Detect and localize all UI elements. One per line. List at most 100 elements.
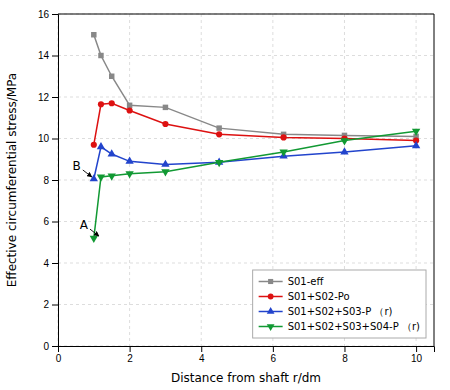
- tick-mark: [130, 346, 131, 352]
- tick-mark: [52, 180, 58, 181]
- point: [281, 134, 287, 140]
- legend-label: S01-eff: [288, 276, 325, 287]
- legend-item: S01+S02-Po: [259, 291, 350, 302]
- tick-mark: [416, 346, 417, 352]
- legend-label: S01+S02+S03+S04-P （r): [288, 321, 420, 332]
- grid-line: [58, 263, 434, 264]
- point: [340, 138, 348, 145]
- tick-mark: [52, 222, 58, 223]
- tick-label: 4: [43, 258, 49, 269]
- tick-label: 4: [199, 353, 205, 364]
- tick-mark: [52, 263, 58, 264]
- legend-label: S01+S02-Po: [288, 291, 350, 302]
- tick-label: 6: [271, 353, 277, 364]
- point: [98, 53, 103, 58]
- tick-label: 10: [38, 133, 50, 144]
- annotation-arrow: [83, 170, 92, 177]
- point: [279, 150, 287, 157]
- grid-line: [58, 55, 434, 56]
- annotation-arrow: [90, 229, 99, 236]
- annotation: B: [73, 159, 81, 173]
- point: [91, 142, 97, 148]
- tick-mark: [201, 346, 202, 352]
- marks: [90, 32, 421, 243]
- tick: 6: [271, 346, 277, 364]
- point: [108, 173, 116, 180]
- tick-label: 0: [56, 353, 62, 364]
- tick-mark: [52, 56, 58, 57]
- tick: 14: [38, 50, 58, 61]
- annotation: A: [80, 218, 89, 232]
- tick: 2: [127, 346, 133, 364]
- series-line: [94, 146, 416, 179]
- tick-label: 6: [43, 216, 49, 227]
- point: [125, 157, 133, 164]
- frame: [434, 14, 435, 346]
- tick-mark: [344, 346, 345, 352]
- y-axis: 0 2 4 6 8 10 12 14 16: [38, 9, 59, 352]
- axis-line: [52, 15, 59, 347]
- point: [412, 141, 420, 148]
- series-line: [94, 103, 416, 145]
- point: [162, 121, 168, 127]
- grid-line: [58, 180, 434, 181]
- legend-marker: [267, 307, 275, 314]
- tick-mark: [52, 305, 58, 306]
- point: [108, 149, 116, 156]
- grid: [58, 14, 434, 346]
- tick-mark: [52, 139, 58, 140]
- tick-label: 2: [43, 299, 49, 310]
- tick: 0: [56, 346, 62, 364]
- series-line: [94, 131, 416, 238]
- point: [127, 107, 133, 113]
- legend-marker: [267, 324, 275, 331]
- point: [97, 174, 105, 181]
- tick-label: 10: [411, 353, 423, 364]
- tick: 12: [38, 92, 58, 103]
- tick: 4: [199, 346, 205, 364]
- x-axis: 0 2 4 6 8 10: [56, 346, 435, 364]
- frame: [58, 14, 434, 15]
- axis-line: [59, 347, 435, 353]
- tick-label: 2: [127, 353, 133, 364]
- point: [127, 103, 132, 108]
- tick: 4: [43, 258, 58, 269]
- legend-item: S01-eff: [259, 276, 325, 287]
- chart: 02468100246810121416BAS01-effS01+S02-PoS…: [0, 0, 450, 390]
- tick: 10: [38, 133, 58, 144]
- point: [109, 74, 114, 79]
- tick: 8: [43, 175, 58, 186]
- point: [161, 160, 169, 167]
- point: [97, 142, 105, 149]
- tick-mark: [52, 346, 58, 347]
- tick-label: 8: [342, 353, 348, 364]
- point: [90, 236, 98, 243]
- tick: 16: [38, 9, 58, 20]
- point: [412, 129, 420, 136]
- grid-line: [58, 221, 434, 222]
- tick: 2: [43, 299, 58, 310]
- legend-box: [253, 270, 426, 338]
- grid-line: [58, 14, 434, 15]
- legend-label: S01+S02+S03-P （r): [288, 306, 393, 317]
- x-title: Distance from shaft r/dm: [171, 371, 321, 385]
- tick: 8: [342, 346, 348, 364]
- point: [215, 160, 223, 167]
- tick-label: 14: [38, 50, 50, 61]
- point: [91, 32, 96, 37]
- y-title: Effective circumferential stress/MPa: [5, 73, 19, 287]
- tick: 10: [411, 346, 423, 364]
- tick: 0: [43, 341, 58, 352]
- point: [98, 101, 104, 107]
- plot: 02468100246810121416BAS01-effS01+S02-PoS…: [38, 9, 435, 364]
- tick-mark: [52, 97, 58, 98]
- legend-marker: [268, 279, 273, 284]
- tick-label: 16: [38, 9, 50, 20]
- point: [125, 171, 133, 178]
- grid-line: [201, 14, 202, 346]
- point: [109, 100, 115, 106]
- tick-label: 8: [43, 175, 49, 186]
- grid-line: [129, 14, 130, 346]
- point: [90, 174, 98, 181]
- annotations: BA: [73, 159, 99, 236]
